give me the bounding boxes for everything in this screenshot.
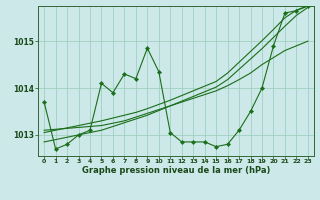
X-axis label: Graphe pression niveau de la mer (hPa): Graphe pression niveau de la mer (hPa) (82, 166, 270, 175)
